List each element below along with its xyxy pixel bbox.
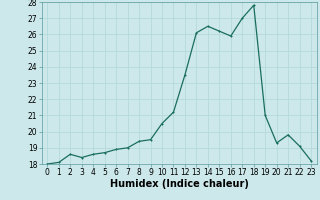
X-axis label: Humidex (Indice chaleur): Humidex (Indice chaleur) bbox=[110, 179, 249, 189]
